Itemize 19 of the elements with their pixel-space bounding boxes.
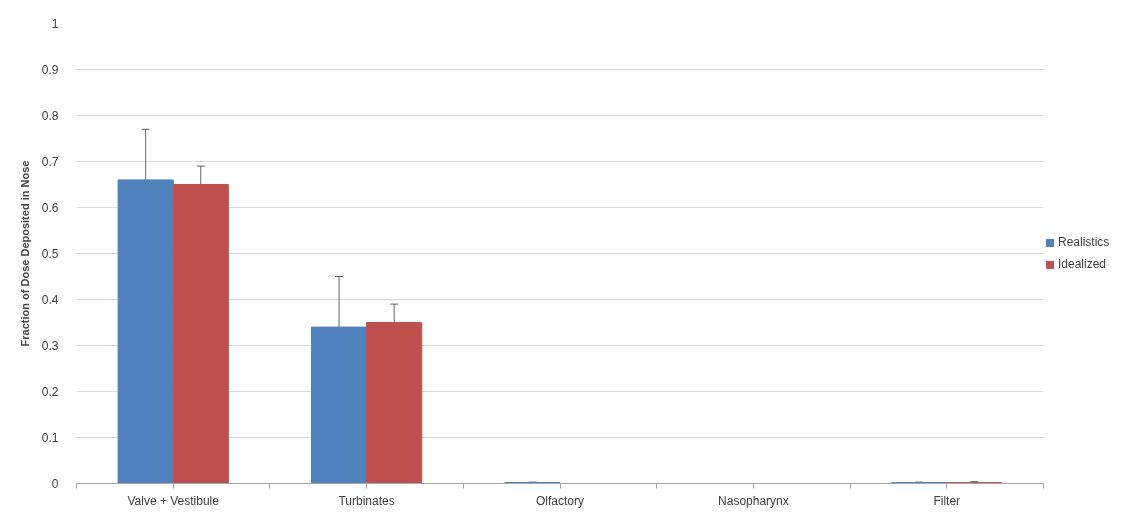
legend-label: Idealized: [1058, 257, 1107, 271]
x-tick-label: Nasopharynx: [718, 493, 789, 508]
y-tick-label: 0.4: [41, 293, 59, 307]
x-tick-label: Turbinates: [338, 493, 395, 508]
y-tick-label: 0.5: [41, 247, 59, 261]
y-tick-label: 0.6: [41, 201, 59, 215]
x-tick-label: Filter: [933, 493, 961, 508]
y-tick-label: 0.2: [41, 385, 59, 399]
y-tick-label: 0.3: [41, 339, 59, 353]
y-tick-label: 0.1: [41, 431, 59, 445]
y-tick-label: 1: [51, 17, 59, 31]
y-tick-label: 0.9: [41, 63, 59, 77]
y-tick-label: 0.8: [41, 109, 59, 123]
x-tick-label: Olfactory: [535, 493, 585, 508]
legend-label: Realistics: [1058, 235, 1110, 249]
x-tick-label: Valve + Vestibule: [127, 493, 220, 508]
y-axis-title: Fraction of Dose Deposited in Nose: [18, 160, 31, 347]
y-tick-label: 0: [51, 477, 59, 491]
y-tick-label: 0.7: [41, 155, 59, 169]
